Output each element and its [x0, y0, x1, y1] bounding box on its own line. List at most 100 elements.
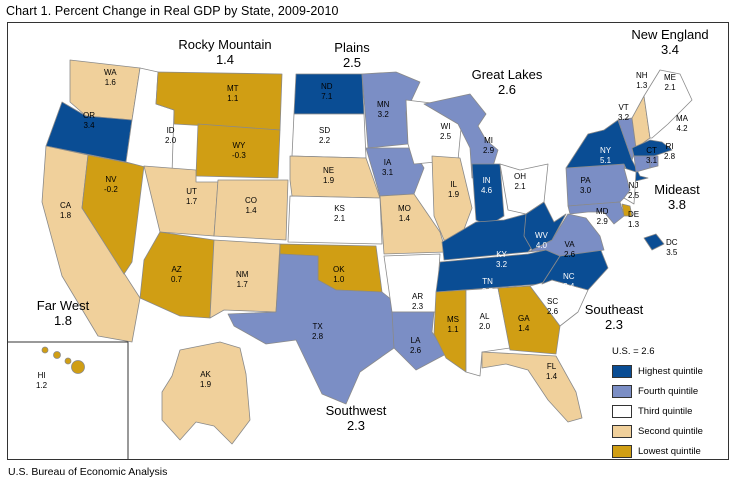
- state-abbr: IL: [450, 180, 457, 189]
- state-label: ND 7.1: [321, 82, 333, 101]
- state-abbr: MT: [227, 84, 239, 93]
- state-value: 1.6: [104, 77, 116, 87]
- state-label: WA 1.6: [104, 68, 117, 87]
- state-abbr: IN: [482, 176, 491, 185]
- state-label: DE 1.3: [628, 210, 639, 229]
- chart-title: Chart 1. Percent Change in Real GDP by S…: [6, 4, 339, 18]
- state-value: 3.5: [482, 286, 494, 296]
- state-de: [621, 203, 633, 217]
- state-abbr: FL: [546, 362, 557, 371]
- state-label: HI 1.2: [36, 371, 47, 390]
- state-label: MO 1.4: [398, 204, 411, 223]
- state-value: 1.9: [448, 189, 460, 199]
- state-value: 0.7: [171, 274, 183, 284]
- state-value: 2.5: [440, 131, 452, 141]
- state-label: NH 1.3: [636, 71, 648, 90]
- legend-label: Fourth quintile: [638, 385, 699, 397]
- state-value: 2.9: [483, 145, 495, 155]
- state-value: 1.1: [447, 324, 459, 334]
- state-value: 1.3: [636, 80, 648, 90]
- state-value: 1.9: [200, 379, 212, 389]
- state-abbr: IA: [383, 158, 392, 167]
- state-label: SD 2.2: [319, 126, 330, 145]
- legend: U.S. = 2.6 Highest quintile Fourth quint…: [612, 346, 703, 461]
- state-abbr: TX: [312, 322, 323, 331]
- legend-title: U.S. = 2.6: [612, 346, 655, 357]
- state-value: 1.0: [333, 274, 345, 284]
- state-label: NV -0.2: [104, 175, 118, 194]
- state-value: 1.1: [227, 93, 239, 103]
- state-label: NE 1.9: [323, 166, 334, 185]
- state-value: 1.7: [236, 279, 248, 289]
- state-value: 1.4: [398, 213, 410, 223]
- state-value: 5.1: [600, 155, 612, 165]
- state-abbr: RI: [665, 142, 674, 151]
- state-value: 2.1: [664, 82, 676, 92]
- state-md: [567, 201, 625, 225]
- state-abbr: TN: [482, 277, 493, 286]
- state-label: ME 2.1: [664, 73, 676, 92]
- state-abbr: SC: [547, 297, 559, 306]
- region-name: Rocky Mountain: [178, 37, 272, 52]
- legend-label: Lowest quintile: [638, 445, 701, 457]
- state-label: FL 1.4: [546, 362, 557, 381]
- state-abbr: OH: [514, 172, 526, 181]
- state-label: MN 3.2: [377, 100, 389, 119]
- source-note: U.S. Bureau of Economic Analysis: [8, 466, 168, 478]
- state-value: 1.9: [323, 175, 335, 185]
- region-value: 2.5: [342, 55, 362, 70]
- state-nm: [209, 239, 281, 319]
- state-fl: [481, 351, 583, 423]
- state-abbr: NM: [236, 270, 249, 279]
- state-abbr: NH: [636, 71, 648, 80]
- state-abbr: NE: [323, 166, 335, 175]
- state-label: WI 2.5: [440, 122, 451, 141]
- region-name: Great Lakes: [471, 67, 543, 82]
- state-abbr: NY: [600, 146, 612, 155]
- state-abbr: UT: [186, 187, 197, 196]
- state-label: PA 3.0: [580, 176, 591, 195]
- state-label: AL 2.0: [479, 312, 490, 331]
- state-value: 2.0: [479, 321, 491, 331]
- state-label: RI 2.8: [664, 142, 675, 161]
- state-in: [471, 163, 505, 227]
- region-value: 3.8: [667, 197, 687, 212]
- region-value: 2.3: [604, 317, 624, 332]
- state-value: 3.4: [563, 281, 575, 291]
- state-hi-island-1: [41, 346, 49, 354]
- state-ks: [287, 195, 383, 245]
- state-value: -0.2: [104, 184, 118, 194]
- state-abbr: WY: [232, 141, 246, 150]
- legend-item-fourth: Fourth quintile: [612, 381, 703, 401]
- state-abbr: KY: [496, 250, 507, 259]
- state-value: 2.1: [334, 213, 346, 223]
- state-value: 2.6: [564, 249, 576, 259]
- state-value: 3.2: [377, 109, 389, 119]
- state-abbr: VT: [618, 103, 629, 112]
- state-va: [527, 213, 605, 257]
- state-abbr: DC: [666, 238, 678, 247]
- legend-swatch: [612, 424, 632, 438]
- state-abbr: WV: [535, 231, 548, 240]
- legend-swatch: [612, 404, 632, 418]
- region-name: Mideast: [654, 182, 700, 197]
- state-value: 3.2: [496, 259, 508, 269]
- state-value: 4.0: [535, 240, 547, 250]
- legend-swatch: [612, 364, 632, 378]
- state-abbr: CT: [646, 146, 657, 155]
- state-mi: [423, 93, 499, 179]
- state-value: 2.6: [547, 306, 559, 316]
- state-dc: [643, 233, 665, 251]
- state-abbr: AK: [200, 370, 211, 379]
- state-value: -0.3: [232, 150, 246, 160]
- state-label: CA 1.8: [60, 201, 71, 220]
- state-value: 2.8: [312, 331, 324, 341]
- legend-label: Second quintile: [638, 425, 703, 437]
- state-ri: [649, 155, 659, 169]
- state-label: MS 1.1: [447, 315, 459, 334]
- state-nj: [623, 167, 637, 205]
- state-label: AZ 0.7: [171, 265, 182, 284]
- state-abbr: WA: [104, 68, 117, 77]
- state-label: LA 2.6: [410, 336, 421, 355]
- state-label: KS 2.1: [334, 204, 345, 223]
